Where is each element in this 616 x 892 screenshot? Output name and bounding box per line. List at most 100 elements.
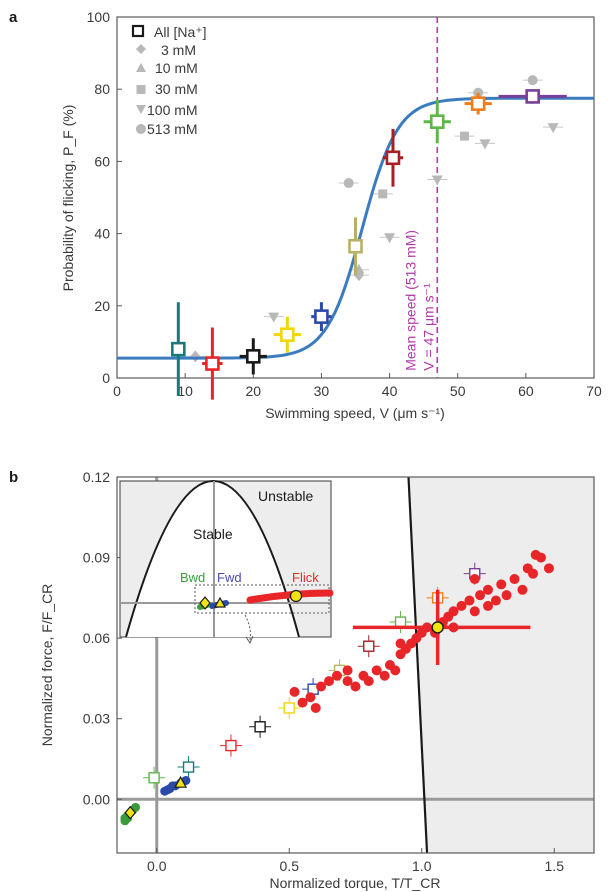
flick-dot bbox=[530, 549, 541, 560]
legend-label-30mm: 30 mM bbox=[155, 81, 198, 97]
subset-triangle-down-marker bbox=[268, 312, 280, 323]
flick-dot bbox=[517, 584, 528, 595]
panel-a-legend: All [Na⁺] 3 mM 10 mM 30 mM 100 mM 513 mM bbox=[131, 24, 207, 137]
inset-flick-label: Flick bbox=[292, 570, 319, 585]
open-square-marker bbox=[394, 616, 407, 628]
x-tick-label: 0.5 bbox=[280, 858, 300, 874]
all-square-marker bbox=[385, 150, 401, 166]
legend-label-100mm: 100 mM bbox=[147, 102, 198, 118]
x-tick-label: 70 bbox=[586, 383, 602, 399]
flick-dot bbox=[483, 584, 493, 595]
flick-dot bbox=[543, 563, 554, 574]
x-tick-label: 40 bbox=[382, 383, 398, 399]
flick-dot bbox=[331, 670, 342, 681]
all-square-marker bbox=[171, 341, 186, 357]
open-square-marker bbox=[363, 640, 375, 652]
inset-flick-band bbox=[246, 589, 334, 604]
legend-marker-100mm bbox=[136, 105, 146, 114]
flick-dot bbox=[483, 600, 493, 611]
legend-label-10mm: 10 mM bbox=[155, 60, 198, 76]
panel-b-label: b bbox=[9, 469, 18, 486]
subset-circle-marker bbox=[527, 75, 538, 86]
legend-label-3mm: 3 mM bbox=[161, 42, 196, 58]
inset-bwd-marker bbox=[199, 596, 211, 610]
panel-b-y-ticks: 0.00 0.03 0.06 0.09 0.12 bbox=[83, 469, 122, 807]
all-square-marker bbox=[348, 238, 363, 254]
fwd-cluster-dot bbox=[168, 781, 178, 791]
panel-b-plot: 0.0 0.5 1.0 1.5 0.00 0.03 0.06 0.09 0.12 bbox=[83, 469, 595, 874]
all-square-marker bbox=[429, 114, 445, 129]
legend-marker-30mm bbox=[136, 85, 146, 94]
highlight-point bbox=[352, 589, 531, 665]
low-speed-clusters bbox=[120, 775, 191, 826]
flick-dot bbox=[297, 697, 308, 708]
inset-unstable-label: Unstable bbox=[258, 488, 313, 504]
all-square-marker bbox=[280, 327, 295, 342]
y-tick-label: 0.06 bbox=[83, 630, 110, 646]
subset-triangle-down-marker bbox=[547, 123, 559, 134]
inset-flick-marker bbox=[289, 589, 303, 603]
panel-a-y-ticks: 0 20 40 60 80 100 bbox=[87, 9, 122, 386]
inset-zoom-arrowhead bbox=[245, 635, 254, 645]
panel-a-all-points bbox=[171, 89, 567, 400]
panel-a-label: a bbox=[9, 9, 18, 26]
open-square-marker bbox=[283, 702, 295, 714]
open-square-marker bbox=[148, 772, 160, 784]
flick-dot bbox=[456, 600, 467, 611]
all-square-marker bbox=[314, 309, 329, 324]
flick-dot bbox=[305, 692, 316, 703]
inset-zoom-box bbox=[194, 584, 330, 614]
flick-dot bbox=[475, 590, 486, 601]
panel-a-x-axis-label: Swimming speed, V (μm s⁻¹) bbox=[265, 405, 445, 421]
panel-a-frame bbox=[116, 16, 595, 379]
x-tick-label: 1.0 bbox=[412, 858, 432, 874]
y-tick-label: 60 bbox=[94, 153, 110, 169]
flick-red-dots bbox=[289, 549, 554, 713]
subset-triangle-down-marker bbox=[479, 139, 491, 150]
flick-dot bbox=[342, 676, 353, 687]
fwd-mean-marker bbox=[174, 775, 188, 788]
panel-a-plot: 0 10 20 30 40 50 60 70 0 20 40 60 80 100 Mean speed … bbox=[87, 9, 602, 400]
subset-square-marker bbox=[378, 189, 388, 199]
x-tick-label: 50 bbox=[450, 383, 466, 399]
legend-marker-513mm bbox=[136, 124, 146, 134]
flick-dot bbox=[363, 676, 374, 687]
flick-dot bbox=[342, 665, 353, 676]
phase-diagram-inset: Unstable Stable Bwd Fwd Flick bbox=[119, 480, 334, 645]
mean-speed-label: Mean speed (513 mM) bbox=[402, 230, 418, 371]
x-tick-label: 30 bbox=[314, 383, 330, 399]
all-square-marker bbox=[470, 96, 486, 111]
x-tick-label: 1.5 bbox=[545, 858, 565, 874]
panel-a-subset-points bbox=[185, 75, 564, 363]
open-square-marker bbox=[254, 721, 266, 733]
mean-speed-value-label: V = 47 μm s⁻¹ bbox=[420, 283, 436, 371]
y-tick-label: 40 bbox=[94, 226, 110, 242]
flick-dot bbox=[395, 638, 406, 649]
x-tick-label: 60 bbox=[518, 383, 534, 399]
y-tick-label: 0.09 bbox=[83, 550, 110, 566]
panel-a-y-axis-label: Probability of flicking, P_F (%) bbox=[60, 105, 76, 292]
panel-a-x-ticks: 0 10 20 30 40 50 60 70 bbox=[113, 373, 602, 399]
subset-triangle-down-marker bbox=[384, 233, 396, 244]
x-tick-label: 0 bbox=[113, 383, 121, 399]
subset-circle-marker bbox=[343, 178, 354, 189]
flick-dot bbox=[448, 606, 459, 617]
flick-dot bbox=[501, 590, 512, 601]
y-tick-label: 20 bbox=[94, 298, 110, 314]
flick-dot bbox=[310, 702, 321, 713]
x-tick-label: 10 bbox=[177, 383, 193, 399]
flick-dot bbox=[324, 676, 334, 687]
legend-label-513mm: 513 mM bbox=[147, 121, 198, 137]
open-square-marker bbox=[225, 739, 237, 752]
stability-boundary-line bbox=[407, 476, 429, 854]
bwd-mean-marker bbox=[124, 805, 137, 820]
x-tick-label: 20 bbox=[245, 383, 261, 399]
panel-b-y-axis-label: Normalized force, F/F_CR bbox=[39, 584, 55, 747]
panel-b-x-ticks: 0.0 0.5 1.0 1.5 bbox=[147, 848, 564, 874]
flick-dot bbox=[316, 681, 327, 692]
flick-dot bbox=[371, 665, 382, 676]
inset-fwd-marker bbox=[213, 596, 227, 608]
panel-b-x-axis-label: Normalized torque, T/T_CR bbox=[270, 875, 441, 891]
legend-label-all: All [Na⁺] bbox=[154, 24, 207, 40]
